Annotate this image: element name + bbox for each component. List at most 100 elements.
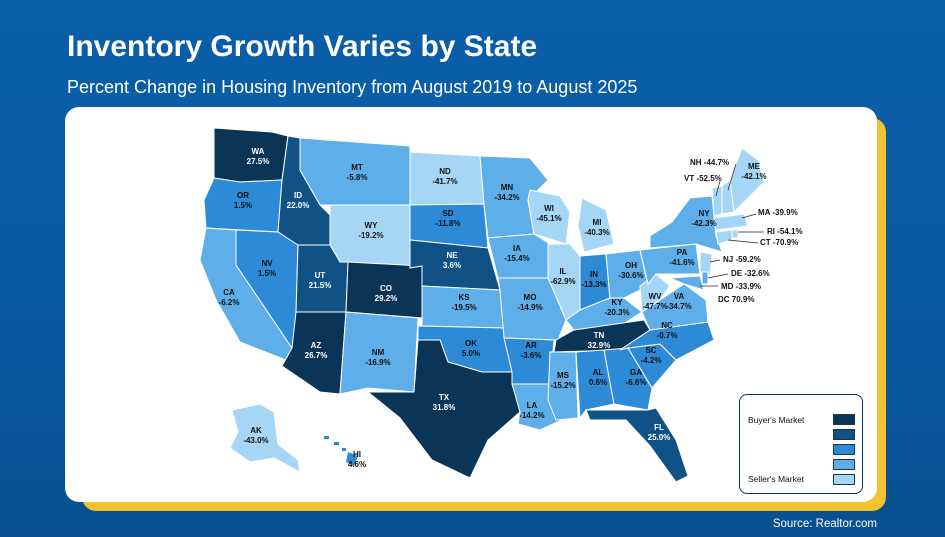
state-value: -13.3%	[581, 280, 607, 289]
state-value: 22.0%	[286, 201, 310, 210]
state-value: 25.0%	[647, 433, 671, 442]
page-title: Inventory Growth Varies by State	[67, 30, 538, 63]
callout-line-nj	[709, 259, 721, 263]
state-label-pa: PA -41.6%	[660, 248, 704, 268]
state-label-nd: ND -41.7%	[423, 167, 467, 187]
legend-swatch-4	[833, 459, 855, 470]
state-NY[interactable]	[649, 195, 723, 253]
state-label-me: ME -42.1%	[732, 162, 776, 182]
callout-ct: CT -70.9%	[760, 238, 799, 247]
callout-nj: NJ -59.2%	[723, 255, 761, 264]
state-value: -5.8%	[346, 173, 368, 182]
state-value: -15.2%	[550, 381, 576, 390]
state-label-sd: SD -11.8%	[426, 209, 470, 229]
state-ME[interactable]	[729, 147, 765, 214]
state-name: NC	[661, 321, 673, 330]
state-name: MI	[592, 218, 602, 227]
state-name: SC	[645, 346, 657, 355]
state-label-ky: KY -20.3%	[595, 298, 639, 318]
state-value: 3.6%	[442, 261, 462, 270]
state-CT[interactable]	[715, 229, 733, 245]
state-OH[interactable]	[605, 249, 649, 299]
state-name: NV	[261, 259, 273, 268]
state-TX[interactable]	[366, 339, 521, 479]
state-AL[interactable]	[575, 349, 615, 420]
state-label-fl: FL 25.0%	[637, 423, 681, 443]
callout-ma: MA -39.9%	[758, 208, 798, 217]
state-label-al: AL 0.6%	[576, 368, 620, 388]
state-MD[interactable]	[669, 275, 705, 291]
state-name: ID	[294, 191, 302, 200]
state-value: 31.8%	[432, 403, 456, 412]
state-name: WA	[251, 147, 265, 156]
state-value: -19.5%	[451, 303, 477, 312]
state-name: MS	[557, 371, 569, 380]
state-NM[interactable]	[339, 311, 419, 395]
legend-swatch-2	[833, 429, 855, 440]
state-label-mn: MN -34.2%	[485, 183, 529, 203]
state-FL[interactable]	[585, 407, 689, 483]
state-name: OK	[465, 339, 477, 348]
state-MA[interactable]	[713, 213, 749, 231]
state-label-ok: OK 5.0%	[449, 339, 493, 359]
legend-swatch-1	[833, 414, 855, 425]
state-label-ks: KS -19.5%	[442, 293, 486, 313]
state-label-az: AZ 26.7%	[294, 341, 338, 361]
state-MS[interactable]	[547, 351, 579, 421]
state-label-tn: TN 32.9%	[577, 331, 621, 351]
state-label-ia: IA -15.4%	[495, 244, 539, 264]
state-name: NY	[698, 209, 710, 218]
state-RI[interactable]	[731, 229, 739, 239]
callout-vt: VT -52.5%	[684, 174, 722, 183]
state-label-il: IL -62.9%	[541, 267, 585, 287]
state-name: OR	[237, 191, 249, 200]
state-label-nc: NC -0.7%	[645, 321, 689, 341]
callout-line-ct	[727, 239, 759, 244]
state-name: TX	[438, 393, 450, 402]
state-label-va: VA -34.7%	[657, 292, 701, 312]
state-AK[interactable]	[229, 403, 301, 473]
state-DE[interactable]	[701, 271, 709, 285]
state-label-or: OR 1.5%	[221, 191, 265, 211]
state-label-ut: UT 21.5%	[298, 271, 342, 291]
state-value: -47.7%	[642, 302, 668, 311]
state-value: -11.8%	[435, 219, 461, 228]
callout-nh: NH -44.7%	[690, 158, 730, 167]
callout-md: MD -33.9%	[721, 282, 762, 291]
state-label-oh: OH -30.6%	[609, 261, 653, 281]
state-label-mi: MI -40.3%	[575, 218, 619, 238]
state-name: WY	[364, 221, 378, 230]
state-value: -42.1%	[741, 172, 767, 181]
source-credit: Source: Realtor.com	[772, 518, 877, 530]
state-name: UT	[314, 271, 326, 280]
state-label-wa: WA 27.5%	[236, 147, 280, 167]
legend-swatch-5	[833, 474, 855, 485]
state-label-nm: NM -16.9%	[356, 348, 400, 368]
state-name: MN	[500, 183, 514, 192]
state-value: -41.7%	[432, 177, 458, 186]
state-label-wy: WY -19.2%	[349, 221, 393, 241]
state-name: OH	[625, 261, 637, 270]
legend-swatch-3	[833, 444, 855, 455]
state-NJ[interactable]	[699, 251, 713, 277]
state-MI[interactable]	[577, 197, 615, 253]
state-value: 1.5%	[257, 269, 277, 278]
state-HI[interactable]	[324, 436, 358, 466]
callout-line-ma	[741, 213, 757, 219]
state-name: TN	[593, 331, 605, 340]
state-value: -34.7%	[666, 302, 692, 311]
state-name: FL	[654, 423, 664, 432]
state-value: 32.9%	[587, 341, 611, 350]
state-name: MT	[351, 163, 363, 172]
state-name: IL	[559, 267, 567, 276]
state-label-co: CO 29.2%	[364, 284, 408, 304]
state-name: LA	[526, 401, 538, 410]
state-label-mo: MO -14.9%	[508, 293, 552, 313]
state-value: -14.9%	[517, 303, 543, 312]
callout-ri: RI -54.1%	[767, 227, 803, 236]
state-name: HI	[353, 450, 361, 459]
state-name: VA	[673, 292, 685, 301]
state-value: -0.7%	[656, 331, 678, 340]
state-name: IN	[590, 270, 598, 279]
